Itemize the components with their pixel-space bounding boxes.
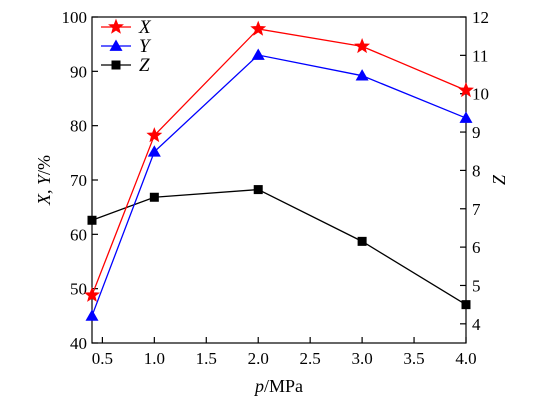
legend-item-x: X [101,17,152,38]
y2-tick-label: 6 [472,238,481,257]
y-tick-label: 80 [70,117,87,136]
y2-tick-label: 5 [472,276,481,295]
legend-label: Y [139,36,152,57]
x-axis-title: p/MPa [253,376,303,396]
data-point-z [87,215,97,225]
y-axis-title: X, Y/% [34,155,54,206]
data-point-y [147,145,161,157]
legend-marker [111,60,121,70]
data-point-z [461,300,471,310]
legend-marker [109,39,123,51]
data-point-x [458,82,474,98]
data-point-x [250,20,267,36]
x-tick-label: 4.0 [455,349,476,368]
x-tick-label: 2.5 [300,349,321,368]
data-point-y [85,309,99,321]
legend: XYZ [101,17,152,76]
series-line-z [91,188,467,306]
y-tick-label: 40 [70,334,87,353]
x-tick-label: 3.5 [403,349,424,368]
x-tick-label: 2.0 [248,349,269,368]
series-y [85,48,473,321]
y-tick-label: 100 [62,8,88,27]
legend-label: Z [139,55,150,76]
y2-tick-label: 8 [472,161,481,180]
y-tick-label: 50 [70,280,87,299]
y-tick-label: 70 [70,171,87,190]
data-point-y [251,48,265,60]
x-tick-label: 0.5 [92,349,113,368]
data-point-x [84,286,100,302]
y2-tick-label: 11 [472,46,488,65]
legend-item-z: Z [101,55,150,76]
data-point-z [253,185,263,195]
y2-tick-label: 10 [472,85,489,104]
data-point-y [355,69,369,81]
series-layer [84,20,474,321]
legend-item-y: Y [101,36,152,57]
series-line-y [91,54,467,317]
data-point-x [146,127,163,143]
y-tick-label: 60 [70,225,87,244]
y2-tick-label: 4 [472,315,481,334]
y2-axis-title: Z [489,174,509,185]
data-point-z [149,192,159,202]
y2-tick-label: 9 [472,123,481,142]
data-point-z [357,236,367,246]
x-tick-label: 1.0 [144,349,165,368]
axes: 0.5 1.0 1.5 2.0 2.5 3.0 3.5 4.0 40 50 60 70 80 90 100 4… [62,8,490,368]
y-tick-label: 90 [70,62,87,81]
legend-marker [108,18,124,34]
y2-tick-label: 12 [472,8,489,27]
y2-tick-label: 7 [472,200,481,219]
legend-label: X [138,17,152,38]
x-tick-label: 3.0 [351,349,372,368]
series-z [87,185,471,310]
data-point-x [354,38,371,54]
data-point-y [459,111,473,123]
x-tick-label: 1.5 [196,349,217,368]
series-x [84,20,474,302]
